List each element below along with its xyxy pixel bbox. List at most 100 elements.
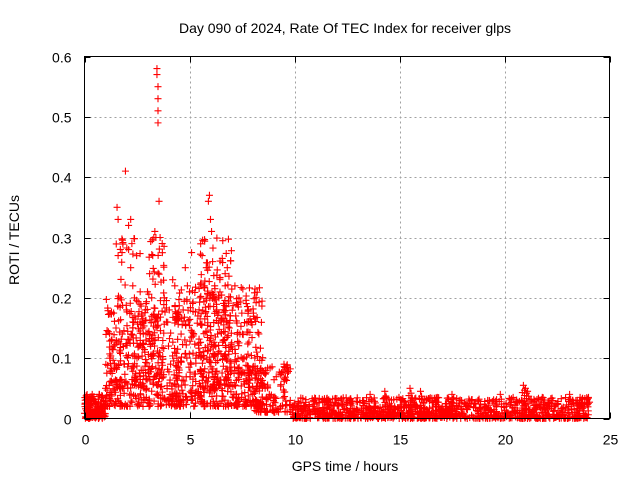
roti-point: [127, 215, 135, 223]
roti-point: [130, 363, 138, 371]
roti-point: [315, 399, 323, 407]
roti-point: [458, 410, 466, 418]
roti-point: [166, 390, 174, 398]
roti-point: [469, 413, 477, 421]
roti-point: [324, 398, 332, 406]
roti-point: [169, 276, 177, 284]
roti-point: [103, 369, 111, 377]
roti-point: [171, 282, 179, 290]
roti-point: [244, 392, 252, 400]
roti-point: [265, 390, 273, 398]
roti-point: [233, 399, 241, 407]
roti-point: [204, 319, 212, 327]
roti-point: [206, 345, 214, 353]
roti-point: [481, 413, 489, 421]
roti-point: [224, 323, 232, 331]
roti-point: [204, 197, 212, 205]
roti-point: [367, 406, 375, 414]
roti-point: [219, 362, 227, 370]
roti-point: [182, 349, 190, 357]
roti-point: [139, 324, 147, 332]
roti-point: [433, 393, 441, 401]
roti-point: [328, 409, 336, 417]
y-tick-label: 0.6: [52, 50, 72, 66]
roti-point: [151, 280, 159, 288]
roti-point: [381, 387, 389, 395]
roti-point: [270, 396, 277, 404]
roti-point: [165, 397, 173, 405]
roti-point: [405, 392, 413, 400]
roti-point: [147, 319, 155, 327]
roti-point: [129, 334, 137, 342]
roti-point: [221, 396, 229, 404]
roti-point: [432, 413, 440, 421]
roti-point: [119, 240, 127, 248]
roti-point: [461, 413, 469, 421]
roti-point: [112, 324, 120, 332]
roti-point: [149, 252, 157, 260]
roti-point: [103, 327, 111, 335]
roti-point: [524, 387, 532, 395]
roti-point: [240, 354, 248, 362]
roti-point: [199, 236, 207, 244]
roti-point: [144, 350, 152, 358]
roti-point: [227, 359, 235, 367]
roti-point: [171, 348, 179, 356]
roti-point: [110, 309, 118, 317]
roti-point: [135, 353, 143, 361]
roti-point: [153, 65, 161, 73]
roti-point: [157, 278, 165, 286]
roti-point: [244, 340, 252, 348]
roti-point: [218, 315, 226, 323]
roti-point: [393, 395, 401, 403]
roti-point: [239, 368, 247, 376]
roti-point: [552, 401, 560, 409]
roti-point: [253, 348, 261, 356]
roti-point: [509, 393, 517, 401]
roti-point: [192, 354, 200, 362]
roti-point: [197, 338, 205, 346]
roti-point: [206, 335, 214, 343]
roti-point: [154, 321, 162, 329]
roti-point: [583, 401, 591, 409]
roti-point: [310, 405, 318, 413]
roti-point: [177, 358, 185, 366]
roti-point: [151, 304, 159, 312]
roti-point: [162, 318, 170, 326]
roti-point: [156, 383, 164, 391]
roti-point: [363, 394, 371, 402]
roti-point: [252, 343, 260, 351]
roti-point: [142, 316, 150, 324]
roti-point: [575, 411, 583, 419]
roti-point: [338, 414, 346, 422]
roti-point: [576, 393, 584, 401]
roti-point: [249, 366, 256, 374]
roti-point: [175, 372, 183, 380]
roti-point: [154, 369, 162, 377]
roti-point: [158, 374, 166, 382]
roti-point: [157, 402, 165, 410]
roti-point: [118, 249, 126, 257]
roti-point: [199, 373, 207, 381]
roti-point: [128, 398, 136, 406]
roti-point: [225, 299, 233, 307]
roti-point: [104, 328, 112, 336]
roti-point: [255, 408, 263, 416]
roti-point: [137, 366, 145, 374]
roti-point: [462, 401, 470, 409]
roti-point: [232, 399, 240, 407]
roti-point: [256, 344, 264, 352]
roti-point: [190, 330, 198, 338]
roti-point: [160, 301, 168, 309]
y-tick-label: 0.4: [52, 170, 72, 186]
roti-point: [179, 306, 187, 314]
roti-point: [132, 382, 140, 390]
roti-point: [159, 361, 167, 369]
roti-point: [495, 398, 503, 406]
roti-point: [176, 289, 184, 297]
roti-point: [121, 281, 129, 289]
roti-point: [271, 408, 279, 416]
roti-point: [339, 401, 347, 409]
roti-point: [158, 240, 166, 248]
roti-point: [89, 405, 97, 413]
